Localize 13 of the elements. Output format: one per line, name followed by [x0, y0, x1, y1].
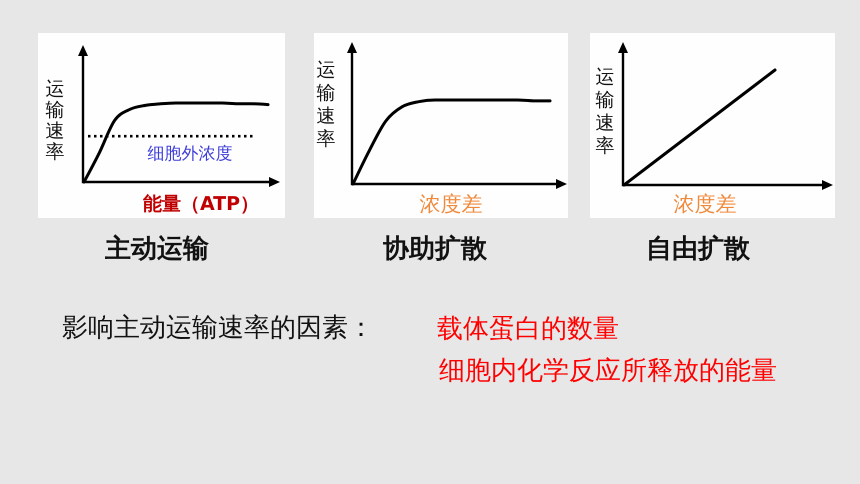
- x-axis-title: 能量（ATP）: [142, 193, 260, 215]
- text: 细胞内化学反应所释放的能量: [439, 356, 777, 386]
- text: 自由扩散: [646, 234, 751, 264]
- y-axis-title: 运输速率: [316, 59, 336, 150]
- text: 载体蛋白的数量: [437, 314, 619, 344]
- text: 主动运输: [104, 234, 210, 264]
- x-axis-title: 浓度差: [420, 192, 482, 216]
- y-axis-title: 运输速率: [596, 66, 614, 157]
- text: 影响主动运输速率的因素：: [62, 313, 374, 343]
- text: 协助扩散: [382, 234, 488, 264]
- y-axis-title: 运输速率: [46, 78, 64, 163]
- ref-line-label: 细胞外浓度: [148, 144, 232, 164]
- x-axis-title: 浓度差: [674, 192, 736, 216]
